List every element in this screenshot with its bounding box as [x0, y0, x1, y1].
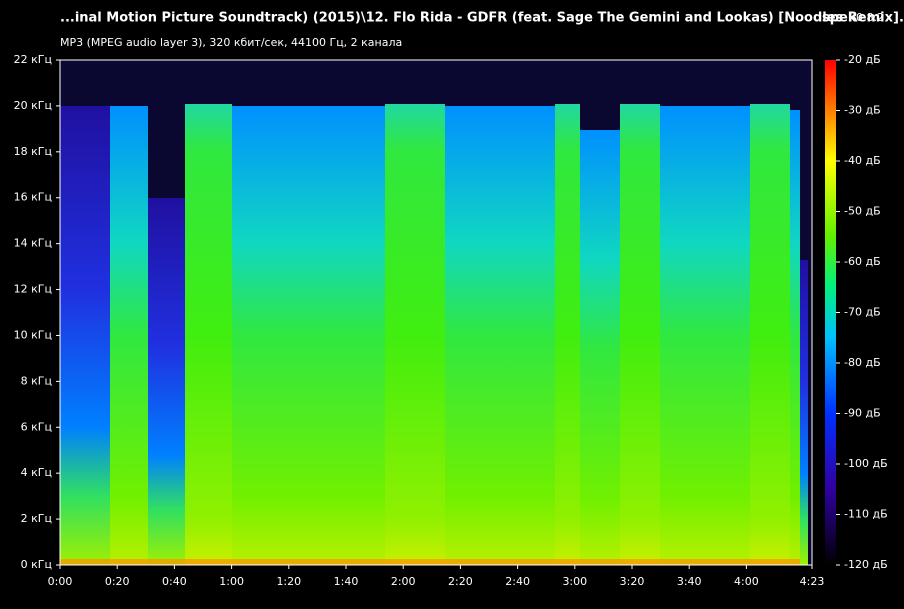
level-tick-label: -120 дБ [844, 558, 888, 571]
frequency-tick-label: 16 кГц [14, 191, 52, 204]
time-end-label: 4:23 [800, 575, 825, 588]
frequency-tick-label: 10 кГц [14, 328, 52, 341]
spectrum-block [185, 104, 232, 565]
spectrum-block [148, 198, 185, 565]
frequency-tick-label: 8 кГц [21, 374, 52, 387]
spectrum-block [660, 106, 750, 565]
frequency-tick-label: 20 кГц [14, 99, 52, 112]
app-version: 0.8.2 [856, 11, 884, 24]
frequency-tick-label: 22 кГц [14, 53, 52, 66]
spectrum-block [750, 104, 790, 565]
level-tick-label: -50 дБ [844, 205, 881, 218]
time-tick-label: 2:40 [505, 575, 530, 588]
frequency-tick-label: 0 кГц [21, 558, 52, 571]
file-title: ...inal Motion Picture Soundtrack) (2015… [60, 11, 904, 26]
time-tick-label: 3:00 [562, 575, 587, 588]
file-info: MP3 (MPEG audio layer 3), 320 кбит/сек, … [60, 36, 402, 49]
frequency-tick-label: 2 кГц [21, 512, 52, 525]
time-tick-label: 4:00 [734, 575, 759, 588]
axis-labels: 22 кГц 20 кГц 18 кГц 16 кГц 14 кГц 12 кГц 10 к… [14, 53, 888, 588]
time-tick-label: 2:20 [448, 575, 473, 588]
spectrum-block [445, 106, 555, 565]
time-tick-label: 1:00 [219, 575, 244, 588]
spectrum-block [110, 106, 148, 565]
level-tick-label: -80 дБ [844, 356, 881, 369]
level-tick-label: -70 дБ [844, 306, 881, 319]
level-tick-label: -110 дБ [844, 508, 888, 521]
time-tick-label: 1:40 [334, 575, 359, 588]
level-tick-label: -100 дБ [844, 457, 888, 470]
low-band [60, 559, 800, 565]
spectrum-block [620, 104, 660, 565]
spectrogram [60, 60, 812, 565]
level-tick-label: -20 дБ [844, 53, 881, 66]
spectrum-block [790, 110, 800, 565]
level-tick-label: -90 дБ [844, 407, 881, 420]
app-name: spek [822, 11, 857, 26]
frequency-tick-label: 12 кГц [14, 283, 52, 296]
spectrum-block [385, 104, 445, 565]
spectrum-block [580, 130, 620, 565]
frequency-tick-label: 14 кГц [14, 237, 52, 250]
time-tick-label: 0:40 [162, 575, 187, 588]
spectrum-block [555, 104, 580, 565]
time-tick-label: 3:20 [620, 575, 645, 588]
spectrum-block [345, 106, 385, 565]
frequency-tick-label: 18 кГц [14, 145, 52, 158]
level-scale-bar [825, 60, 836, 565]
frequency-tick-label: 4 кГц [21, 466, 52, 479]
level-tick-label: -30 дБ [844, 104, 881, 117]
spectrum-block [232, 106, 345, 565]
spectrum-block [800, 260, 808, 565]
time-tick-label: 1:20 [276, 575, 301, 588]
time-tick-label: 2:00 [391, 575, 416, 588]
spectrum-block [60, 106, 110, 565]
time-tick-label: 0:00 [48, 575, 73, 588]
frequency-tick-label: 6 кГц [21, 420, 52, 433]
level-tick-label: -60 дБ [844, 255, 881, 268]
level-tick-label: -40 дБ [844, 154, 881, 167]
plot-frame [59, 59, 813, 566]
time-tick-label: 3:40 [677, 575, 702, 588]
time-tick-label: 0:20 [105, 575, 130, 588]
